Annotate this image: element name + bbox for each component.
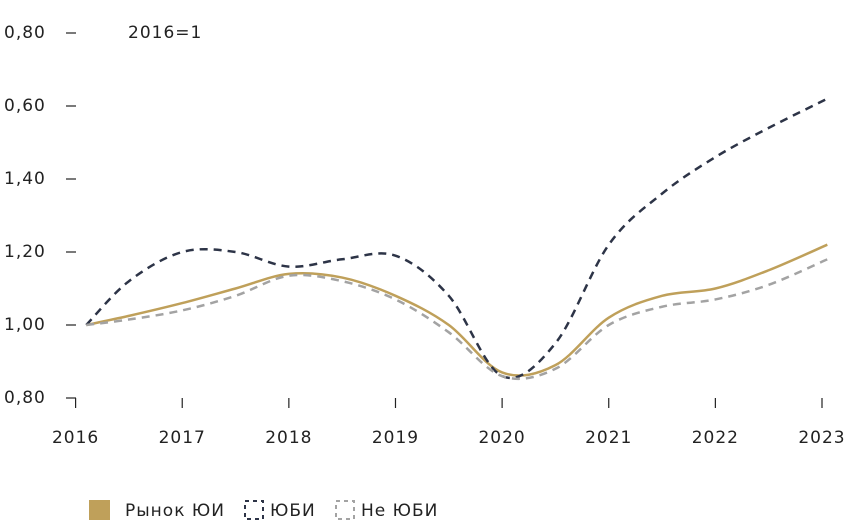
legend-swatch [89,500,110,520]
y-tick-label: 0,80 [4,388,46,408]
x-tick-label: 2021 [585,428,632,448]
series-line [86,258,828,380]
series-line [85,97,828,380]
x-tick-label: 2023 [798,428,845,448]
y-tick-label: 0,80 [4,23,46,43]
legend-label: ЮБИ [270,501,316,521]
legend-swatch [244,500,264,520]
y-tick-label: 0,60 [4,96,46,116]
annotation: 2016=1 [128,23,202,43]
y-tick-label: 1,20 [4,242,46,262]
series-line [86,243,828,377]
legend-label: Не ЮБИ [361,501,438,521]
y-tick-label: 1,40 [4,169,46,189]
x-tick-label: 2022 [692,428,739,448]
x-tick-label: 2017 [159,428,206,448]
x-tick-label: 2016 [52,428,99,448]
legend-swatch [335,500,355,520]
x-tick-label: 2018 [265,428,312,448]
x-tick-label: 2020 [478,428,525,448]
x-tick-label: 2019 [372,428,419,448]
legend-label: Рынок ЮИ [125,501,225,521]
y-tick-label: 1,00 [4,315,46,335]
